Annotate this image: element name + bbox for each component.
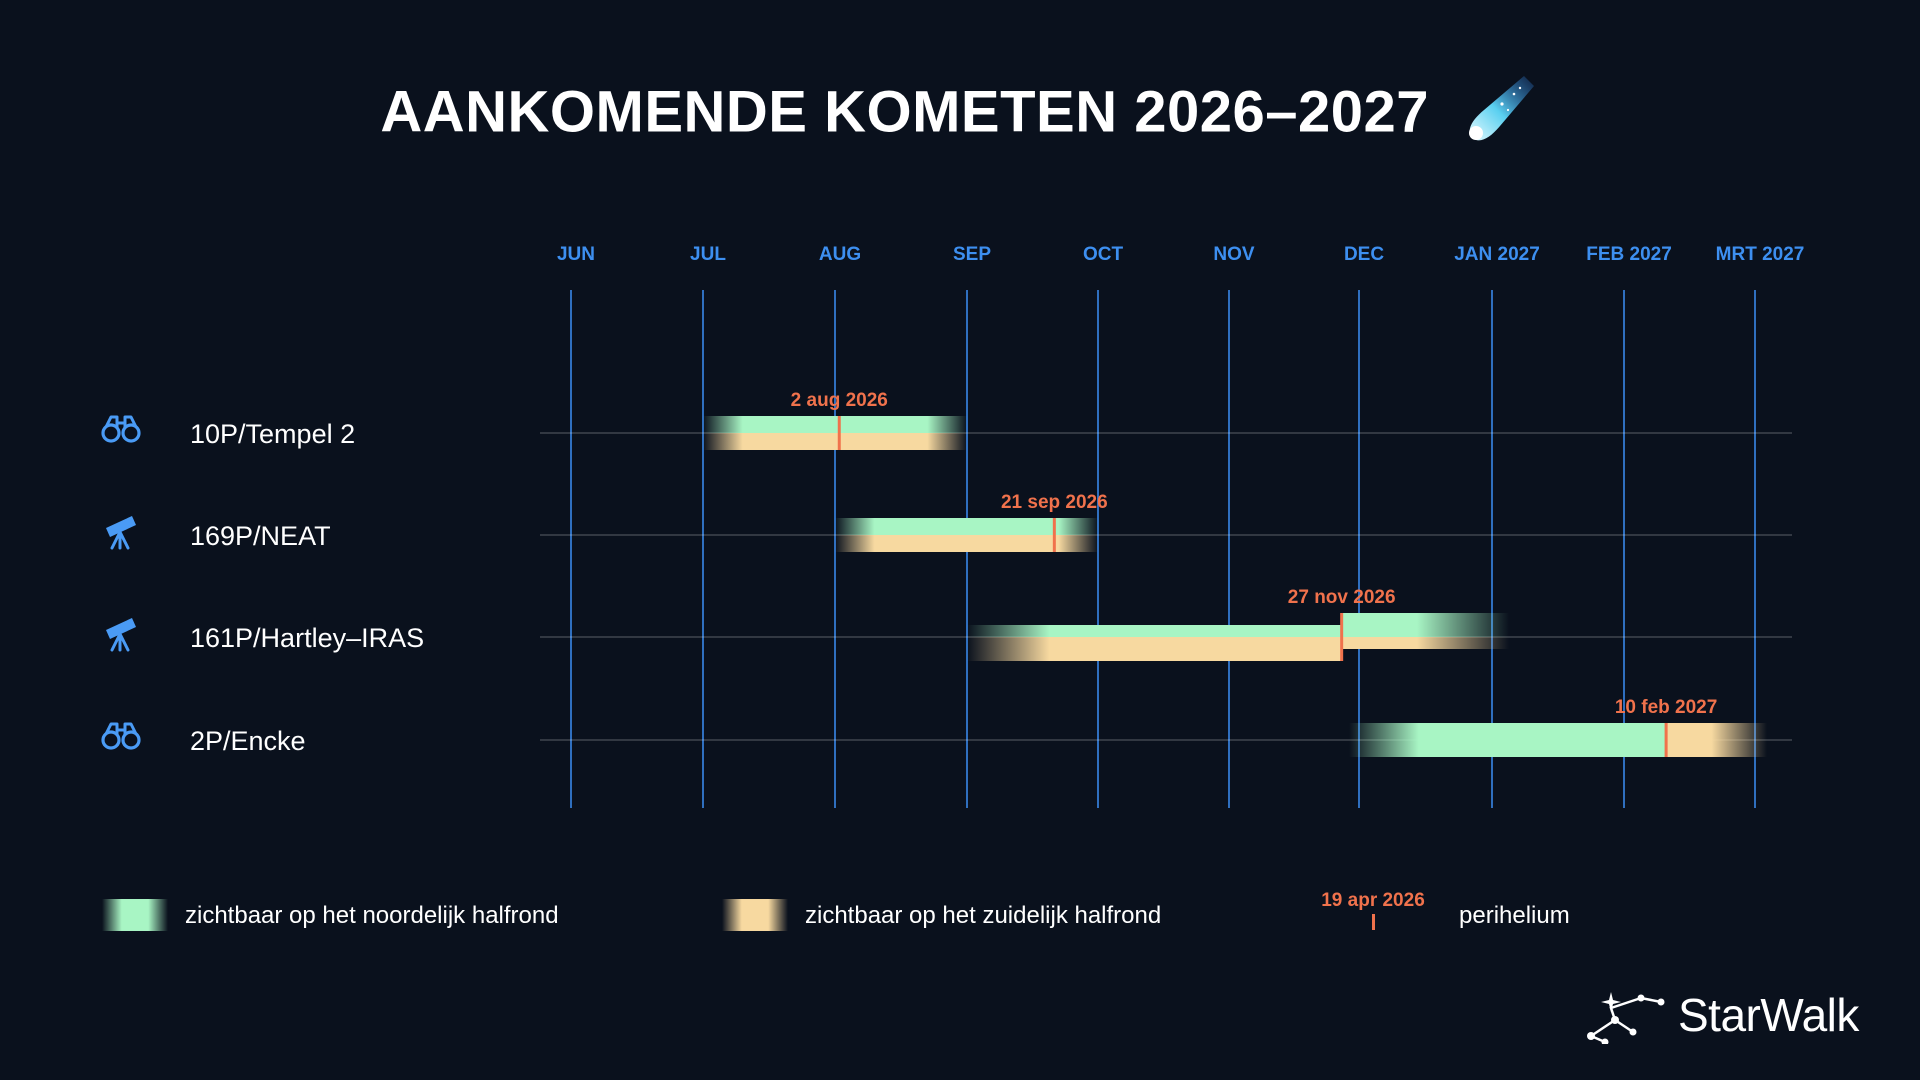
comet-name: 2P/Encke [190, 726, 306, 756]
perihelion-marker [1664, 723, 1668, 757]
month-tick-label: JUL [690, 244, 726, 265]
perihelion-date-label: 2 aug 2026 [791, 390, 888, 411]
south-visibility-bar [967, 637, 1342, 661]
legend: zichtbaar op het noordelijk halfrond zich… [102, 890, 1570, 931]
perihelion-date-label: 21 sep 2026 [1001, 492, 1108, 513]
comet-name: 10P/Tempel 2 [190, 419, 355, 449]
comet-row: 2P/Encke 10 feb 2027 [101, 697, 1792, 757]
north-visibility-bar [835, 518, 1098, 535]
north-visibility-bar [703, 416, 967, 433]
comet-name: 161P/Hartley–IRAS [190, 623, 424, 653]
comet-icon [1462, 70, 1540, 162]
legend-north-swatch [102, 899, 168, 931]
perihelion-marker [837, 416, 841, 450]
perihelion-marker [1052, 518, 1056, 552]
legend-north-label: zichtbaar op het noordelijk halfrond [185, 902, 559, 929]
month-grid [570, 290, 1756, 808]
perihelion-date-label: 27 nov 2026 [1288, 587, 1396, 608]
comet-rows: 10P/Tempel 2 2 aug 2026 169P/NEAT 21 sep 20… [101, 390, 1792, 757]
month-axis: JUN JUL AUG SEP OCT NOV DEC JAN 2027 FEB 2027 MRT… [557, 244, 1804, 265]
month-tick-label: OCT [1083, 244, 1124, 265]
comet-row: 169P/NEAT 21 sep 2026 [106, 492, 1792, 552]
month-tick-label: AUG [819, 244, 861, 265]
south-visibility-bar [1341, 637, 1510, 649]
perihelion-marker [1340, 613, 1344, 661]
month-tick-label: MRT 2027 [1716, 244, 1805, 265]
month-tick-label: FEB 2027 [1586, 244, 1672, 265]
brand-name: StarWalk [1678, 989, 1859, 1041]
binoculars-icon [101, 722, 141, 750]
south-visibility-bar [835, 535, 1098, 552]
telescope-icon [106, 516, 136, 550]
comet-row: 10P/Tempel 2 2 aug 2026 [101, 390, 1792, 450]
comet-name: 169P/NEAT [190, 521, 331, 551]
starwalk-logo-icon [1585, 978, 1685, 1049]
title-text: AANKOMENDE KOMETEN 2026–2027 [380, 79, 1430, 145]
month-tick-label: JAN 2027 [1454, 244, 1540, 265]
telescope-icon [106, 618, 136, 652]
perihelion-date-label: 10 feb 2027 [1615, 697, 1717, 718]
south-visibility-bar [1666, 723, 1767, 757]
legend-south-swatch [722, 899, 788, 931]
comet-row: 161P/Hartley–IRAS 27 nov 2026 [106, 587, 1792, 661]
north-visibility-bar [967, 625, 1342, 637]
legend-perihelion-label: perihelium [1459, 902, 1570, 929]
north-visibility-bar [1349, 723, 1667, 757]
month-tick-label: DEC [1344, 244, 1384, 265]
north-visibility-bar [1341, 613, 1510, 637]
binoculars-icon [101, 415, 141, 443]
month-tick-label: JUN [557, 244, 595, 265]
month-tick-label: NOV [1213, 244, 1255, 265]
page-title: AANKOMENDE KOMETEN 2026–2027 [0, 70, 1920, 162]
legend-south-label: zichtbaar op het zuidelijk halfrond [805, 902, 1161, 929]
legend-perihelion-marker [1372, 914, 1375, 930]
south-visibility-bar [703, 433, 967, 450]
month-tick-label: SEP [953, 244, 991, 265]
legend-perihelion-date: 19 apr 2026 [1321, 890, 1425, 911]
